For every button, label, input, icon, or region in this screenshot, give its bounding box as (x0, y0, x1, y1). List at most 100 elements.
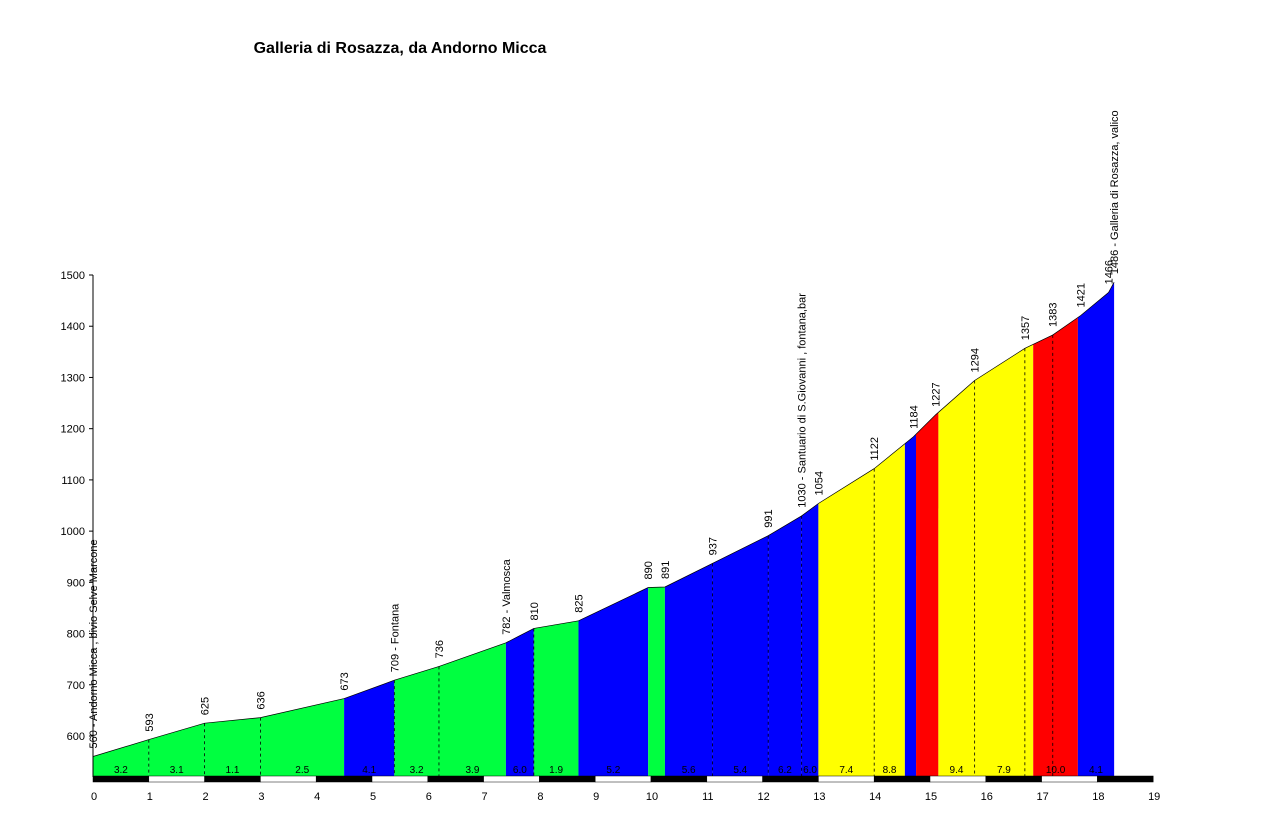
x-tick-label: 13 (813, 791, 825, 803)
elevation-label: 1421 (1076, 283, 1088, 307)
y-tick-label: 1500 (61, 270, 85, 282)
x-tick-label: 11 (702, 791, 713, 803)
x-tick-label: 7 (482, 791, 488, 803)
elevation-label: 673 (339, 672, 351, 690)
km-divider-lines (148, 334, 1054, 777)
gradient-label: 7.9 (997, 765, 1011, 776)
gradient-label: 9.4 (950, 765, 964, 776)
y-tick-label: 800 (67, 629, 85, 641)
elevation-label: 937 (707, 537, 719, 555)
segment-fill (712, 535, 769, 777)
segment-fill (904, 434, 917, 777)
y-tick-label: 600 (67, 731, 85, 743)
x-axis-bar-segment (204, 775, 261, 783)
x-axis-bar-segment (985, 775, 1042, 783)
gradient-label: 10.0 (1046, 765, 1066, 776)
x-axis-bar-segment (1041, 775, 1098, 783)
gradient-label: 4.1 (1089, 765, 1103, 776)
x-axis-bar-segment (873, 775, 931, 783)
x-axis-bar-segment (315, 775, 373, 783)
x-axis-bar-segment (92, 775, 150, 783)
segment-fill (974, 344, 1034, 777)
elevation-label: 1054 (813, 471, 825, 495)
elevation-label: 782 - Valmosca (501, 558, 513, 634)
gradient-labels: 3.2 3.1 1.1 2.5 4.1 3.2 3.9 6.0 1.9 5.2 5.6 5.4 6.2 6… (114, 765, 1103, 776)
x-tick-label: 4 (314, 791, 320, 803)
elevation-label: 736 (434, 640, 446, 658)
x-axis-bar-segment (371, 775, 429, 783)
x-tick-label: 1 (147, 791, 153, 803)
x-tick-label: 10 (646, 791, 658, 803)
elevation-label: 1294 (970, 348, 982, 372)
y-tick-label: 1400 (61, 321, 85, 333)
x-axis: 0 1 2 3 4 5 6 7 8 9 10 11 12 13 14 15 16 17 18 19 (91, 775, 1160, 803)
x-axis-bar-segment (650, 775, 708, 783)
x-tick-label: 3 (258, 791, 264, 803)
chart-title: Galleria di Rosazza, da Andorno Micca (253, 40, 547, 57)
elevation-label: 709 - Fontana (389, 603, 401, 672)
elevation-label: 1227 (931, 382, 943, 406)
gradient-label: 6.0 (513, 765, 527, 776)
elevation-label: 1122 (869, 437, 881, 461)
x-axis-bar-segment (539, 775, 596, 783)
segment-fill (874, 443, 905, 777)
segment-fill (394, 666, 439, 777)
gradient-label: 5.6 (682, 765, 696, 776)
elevation-label: 1466 (1104, 260, 1116, 284)
x-axis-bar-segment (818, 775, 875, 783)
x-tick-label: 19 (1148, 791, 1160, 803)
segment-fill (148, 723, 205, 777)
gradient-label: 1.1 (226, 765, 240, 776)
elevation-label: 636 (255, 691, 267, 709)
y-axis: 600 700 800 900 1000 1100 1200 1300 1400 1500 (61, 270, 94, 777)
x-tick-label: 6 (426, 791, 432, 803)
x-axis-bar-segment (427, 775, 484, 783)
elevation-label: 891 (660, 561, 672, 579)
elevation-label: 890 (643, 561, 655, 579)
x-tick-label: 9 (593, 791, 599, 803)
elevation-label: 1184 (908, 405, 920, 429)
gradient-label: 6.0 (803, 765, 817, 776)
x-axis-bar-segment (148, 775, 205, 783)
x-tick-label: 5 (370, 791, 376, 803)
elevation-label: 1486 - Galleria di Rosazza, valico (1109, 110, 1121, 274)
x-tick-label: 12 (757, 791, 769, 803)
gradient-label: 6.2 (778, 765, 792, 776)
y-tick-label: 1300 (61, 372, 85, 384)
segment-fill (260, 698, 345, 777)
elevation-label: 991 (763, 509, 775, 527)
x-tick-label: 16 (981, 791, 993, 803)
segment-fill (1077, 282, 1115, 777)
elevation-labels: 560 - Andorno Micca , bivio Selve Marcon… (88, 110, 1121, 748)
x-axis-bar-segment (929, 775, 987, 783)
elevation-label: 625 (200, 697, 212, 715)
gradient-label: 3.9 (465, 765, 479, 776)
y-tick-label: 1200 (61, 424, 85, 436)
segment-fill (648, 587, 665, 777)
segment-fill (505, 628, 534, 777)
elevation-label: 560 - Andorno Micca , bivio Selve Marcon… (88, 539, 100, 748)
elevation-label: 1357 (1020, 316, 1032, 340)
y-tick-label: 900 (67, 577, 85, 589)
gradient-label: 8.8 (883, 765, 897, 776)
gradient-label: 3.2 (410, 765, 424, 776)
x-tick-label: 0 (91, 791, 97, 803)
segment-fill (768, 515, 802, 777)
gradient-segments (93, 282, 1115, 777)
x-tick-label: 14 (869, 791, 881, 803)
gradient-label: 7.4 (839, 765, 853, 776)
segment-fill (578, 587, 649, 777)
segment-fill (93, 739, 149, 777)
gradient-label: 2.5 (295, 765, 309, 776)
segment-fill (344, 680, 395, 777)
elevation-label: 810 (529, 602, 541, 620)
x-axis-bar-segment (260, 775, 317, 783)
segment-fill (818, 468, 875, 777)
gradient-label: 5.2 (606, 765, 620, 776)
x-axis-bar-segment (483, 775, 540, 783)
gradient-label: 4.1 (362, 765, 376, 776)
x-axis-bar-segment (706, 775, 763, 783)
x-tick-label: 17 (1036, 791, 1048, 803)
gradient-label: 5.4 (733, 765, 747, 776)
profile-outline (92, 282, 1115, 757)
